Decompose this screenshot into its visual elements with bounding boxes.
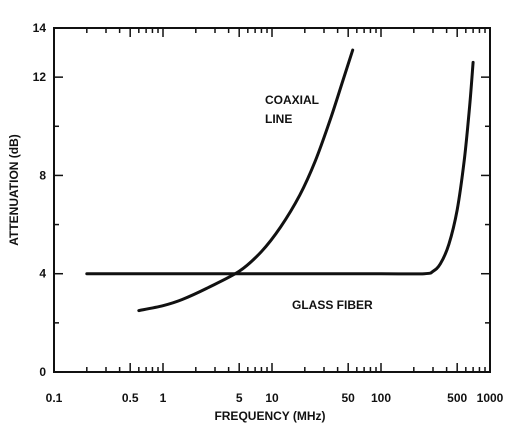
- y-tick-label: 12: [33, 70, 47, 84]
- y-tick-label: 4: [39, 267, 46, 281]
- glass-fiber-label: GLASS FIBER: [292, 298, 373, 312]
- coaxial-line-curve: [137, 48, 355, 313]
- y-tick-label: 8: [39, 168, 46, 182]
- x-tick-label: 0.5: [122, 391, 139, 405]
- coaxial-line-label: LINE: [265, 112, 292, 126]
- glass-fiber-curve: [85, 60, 475, 276]
- x-tick-label: 100: [371, 391, 391, 405]
- x-axis-title: FREQUENCY (MHz): [214, 409, 325, 423]
- x-tick-label: 0.1: [46, 391, 63, 405]
- y-tick-label: 14: [33, 21, 47, 35]
- x-tick-label: 5: [236, 391, 243, 405]
- y-axis-title: ATTENUATION (dB): [7, 134, 21, 246]
- x-tick-label: 500: [447, 391, 467, 405]
- coaxial-line-label: COAXIAL: [265, 93, 319, 107]
- x-tick-label: 1000: [477, 391, 504, 405]
- y-tick-label: 0: [39, 365, 46, 379]
- x-tick-label: 50: [342, 391, 356, 405]
- x-tick-label: 10: [265, 391, 279, 405]
- plot-frame: [53, 27, 491, 373]
- x-tick-label: 1: [160, 391, 167, 405]
